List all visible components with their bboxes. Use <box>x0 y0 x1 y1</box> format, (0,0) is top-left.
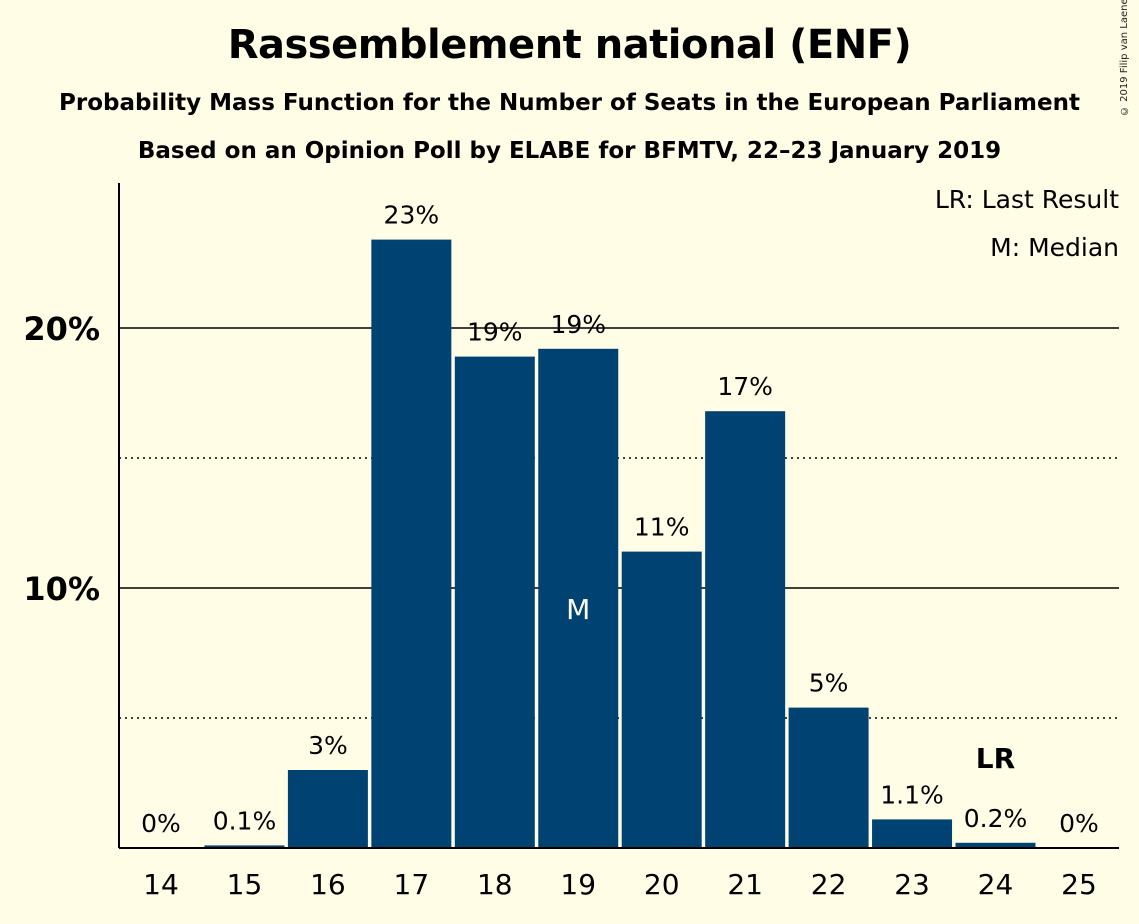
x-tick-label-23: 23 <box>894 868 930 901</box>
last-result-marker: LR <box>976 742 1015 775</box>
chart-source-subtitle: Based on an Opinion Poll by ELABE for BF… <box>137 138 1002 164</box>
data-label-16: 3% <box>308 731 348 760</box>
bar-24 <box>955 842 1036 848</box>
data-label-19: 19% <box>550 310 606 339</box>
data-label-18: 19% <box>467 318 523 347</box>
x-tick-label-24: 24 <box>978 868 1014 901</box>
y-tick-label: 10% <box>23 570 100 608</box>
x-tick-label-17: 17 <box>394 868 430 901</box>
chart-title: Rassemblement national (ENF) <box>227 22 912 68</box>
bar-20 <box>621 551 702 848</box>
data-label-17: 23% <box>384 201 440 230</box>
bar-15 <box>204 845 285 848</box>
bars-layer <box>204 239 1036 849</box>
legend-last-result: LR: Last Result <box>934 185 1119 214</box>
data-label-21: 17% <box>717 372 773 401</box>
bar-21 <box>705 411 786 848</box>
bar-18 <box>454 356 535 848</box>
x-tick-label-21: 21 <box>727 868 763 901</box>
x-tick-label-18: 18 <box>477 868 513 901</box>
x-tick-label-14: 14 <box>143 868 179 901</box>
x-tick-label-22: 22 <box>811 868 847 901</box>
x-tick-label-25: 25 <box>1061 868 1097 901</box>
labels-layer: 10% 20% 0% 14 0.1% 15 3% 16 23% 17 19% 18 19% 19 M 11% 2… <box>23 201 1098 901</box>
bar-19 <box>538 348 619 848</box>
bar-16 <box>287 770 368 848</box>
data-label-22: 5% <box>809 669 849 698</box>
data-label-14: 0% <box>141 809 181 838</box>
data-label-20: 11% <box>634 513 690 542</box>
y-tick-label: 20% <box>23 310 100 348</box>
x-tick-label-16: 16 <box>310 868 346 901</box>
bar-23 <box>872 819 953 848</box>
x-tick-label-19: 19 <box>560 868 596 901</box>
data-label-23: 1.1% <box>880 780 944 809</box>
data-label-15: 0.1% <box>213 806 277 835</box>
grid-layer <box>119 327 1119 719</box>
bar-22 <box>788 707 869 848</box>
x-tick-label-15: 15 <box>227 868 263 901</box>
data-label-25: 0% <box>1059 809 1099 838</box>
chart-subtitle: Probability Mass Function for the Number… <box>59 90 1080 116</box>
bar-17 <box>371 239 452 849</box>
x-tick-label-20: 20 <box>644 868 680 901</box>
legend-median: M: Median <box>990 233 1119 262</box>
median-marker: M <box>566 593 590 626</box>
data-label-24: 0.2% <box>964 804 1028 833</box>
